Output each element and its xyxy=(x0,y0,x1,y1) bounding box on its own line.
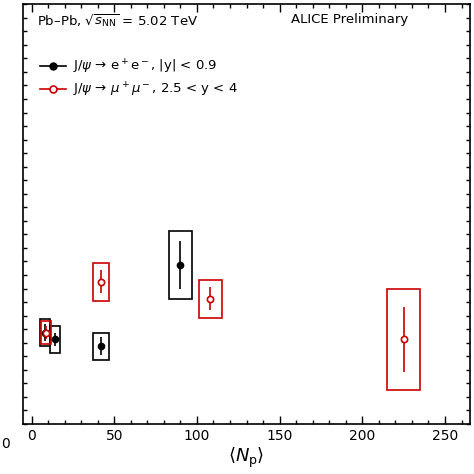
Text: ALICE Preliminary: ALICE Preliminary xyxy=(291,13,409,26)
Bar xyxy=(40,319,50,346)
X-axis label: $\langle N_{\mathrm{p}}\rangle$: $\langle N_{\mathrm{p}}\rangle$ xyxy=(228,446,265,470)
Bar xyxy=(387,289,420,390)
Legend: J/$\psi$ → e$^+$e$^-$, |y| < 0.9, J/$\psi$ → $\mu^+\mu^-$, 2.5 < y < 4: J/$\psi$ → e$^+$e$^-$, |y| < 0.9, J/$\ps… xyxy=(34,53,243,104)
Text: 0: 0 xyxy=(1,437,10,451)
Text: Pb–Pb, $\sqrt{s_{\mathrm{NN}}}$ = 5.02 TeV: Pb–Pb, $\sqrt{s_{\mathrm{NN}}}$ = 5.02 T… xyxy=(36,13,198,29)
Bar xyxy=(93,263,109,301)
Bar xyxy=(41,321,51,344)
Bar xyxy=(93,333,109,360)
Bar xyxy=(199,280,222,318)
Bar xyxy=(169,231,192,299)
Bar xyxy=(50,326,60,353)
